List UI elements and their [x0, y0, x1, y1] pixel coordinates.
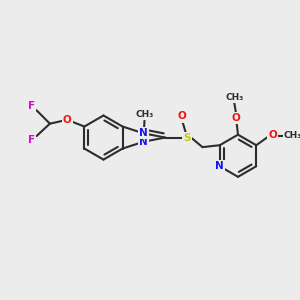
- Text: O: O: [63, 115, 71, 125]
- Text: CH₃: CH₃: [225, 93, 243, 102]
- Text: S: S: [183, 133, 191, 142]
- Text: N: N: [139, 137, 148, 147]
- Text: N: N: [139, 128, 148, 138]
- Text: CH₃: CH₃: [284, 131, 300, 140]
- Text: N: N: [215, 161, 224, 171]
- Text: O: O: [268, 130, 277, 140]
- Text: CH₃: CH₃: [135, 110, 154, 119]
- Text: F: F: [28, 135, 35, 145]
- Text: O: O: [177, 112, 186, 122]
- Text: O: O: [232, 113, 241, 123]
- Text: F: F: [28, 101, 35, 111]
